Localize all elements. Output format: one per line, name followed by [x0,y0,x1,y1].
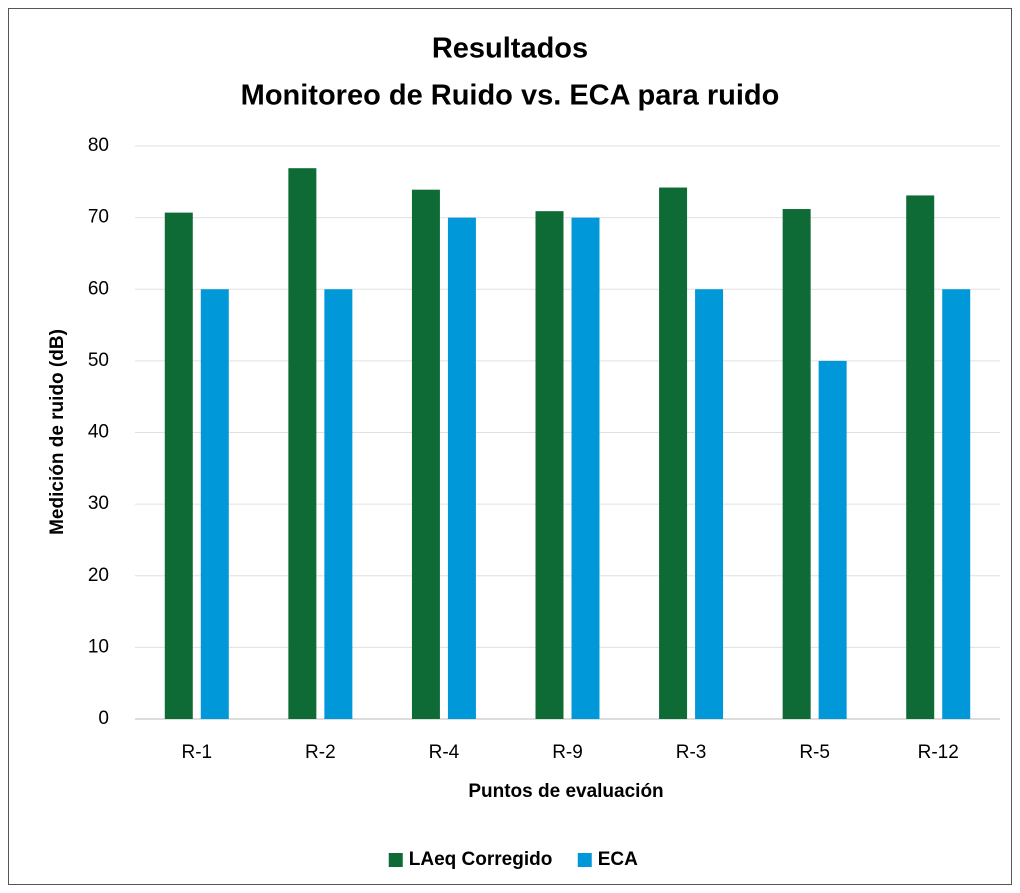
x-tick-label: R-12 [918,742,959,763]
bar [695,289,724,719]
bar [200,289,229,719]
y-tick-label: 10 [88,636,109,657]
x-tick-label: R-2 [305,742,336,763]
bar [906,195,935,719]
legend-label: LAeq Corregido [409,849,553,870]
legend-swatch [577,853,592,867]
bar [288,168,317,720]
x-tick-label: R-9 [552,742,583,763]
x-tick-label: R-5 [799,742,830,763]
bar [411,189,440,719]
x-tick-label: R-1 [181,742,212,763]
x-axis-label: Puntos de evaluación [468,781,663,802]
bar [324,289,353,719]
y-tick-label: 70 [88,207,109,228]
chart-title: Monitoreo de Ruido vs. ECA para ruido [241,80,780,112]
y-axis-label: Medición de ruido (dB) [47,329,68,535]
x-tick-label: R-3 [676,742,707,763]
bar [535,211,564,719]
bar [164,212,193,719]
bar [659,187,688,720]
bar [447,217,476,719]
y-tick-label: 40 [88,422,109,443]
chart-border [8,8,1012,885]
y-tick-label: 60 [88,278,109,299]
y-tick-label: 80 [88,135,109,156]
bar [818,360,847,719]
legend-swatch [388,853,403,867]
y-tick-label: 0 [98,708,109,729]
y-tick-label: 50 [88,350,109,371]
chart-title: Resultados [432,33,588,65]
x-tick-label: R-4 [429,742,460,763]
legend-label: ECA [598,849,638,870]
bar [571,217,600,719]
y-tick-label: 20 [88,565,109,586]
y-tick-label: 30 [88,493,109,514]
bar [942,289,971,719]
bar [782,209,811,719]
